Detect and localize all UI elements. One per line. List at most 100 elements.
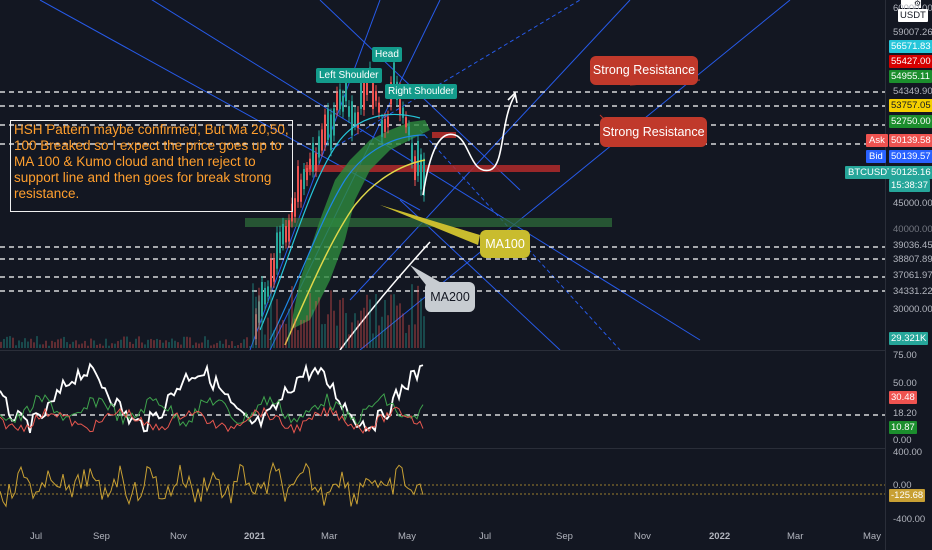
left-shoulder-label: Left Shoulder	[316, 68, 382, 83]
volume-bar	[153, 340, 155, 348]
price-label: 34331.22	[893, 286, 932, 297]
volume-bar	[354, 313, 356, 348]
candle-body	[405, 117, 407, 128]
price-label: 54349.90	[893, 86, 932, 97]
candle-body	[330, 114, 332, 151]
volume-bar	[177, 342, 179, 348]
ma100-line	[284, 159, 426, 346]
candle-body	[273, 259, 275, 282]
candle-body	[378, 102, 380, 113]
volume-bar	[366, 294, 368, 348]
price-tag-green-2: 52750.00	[889, 115, 932, 128]
annotation-box: HSH Pattern maybe confirmed, But Ma 20,5…	[10, 120, 293, 212]
price-axis[interactable]	[885, 0, 932, 550]
volume-bar	[333, 310, 335, 348]
volume-bar	[249, 345, 251, 348]
volume-bar	[393, 294, 395, 348]
price-tag-yellow: 53757.05	[889, 99, 932, 112]
volume-bar	[99, 343, 101, 348]
x-tick: May	[398, 531, 416, 542]
candle-body	[312, 143, 314, 172]
volume-bar	[90, 338, 92, 348]
price-label: 59007.26	[893, 27, 932, 38]
strong-resistance-callout-2: Strong Resistance	[600, 117, 707, 147]
volume-bar	[357, 320, 359, 348]
candle-body	[348, 106, 350, 117]
candle-body	[372, 75, 374, 109]
volume-bar	[303, 319, 305, 348]
price-label: 39036.45	[893, 240, 932, 251]
volume-bar	[327, 314, 329, 348]
x-tick: Mar	[321, 531, 338, 542]
price-tag-red: 55427.00	[889, 55, 932, 68]
candle-body	[315, 153, 317, 171]
volume-bar	[276, 299, 278, 348]
volume-bar	[42, 344, 44, 348]
candle-body	[282, 223, 284, 245]
rsi-label: 50.00	[893, 378, 917, 389]
volume-bar	[348, 334, 350, 348]
rsi-tag-green: 10.87	[889, 421, 917, 434]
volume-bar	[180, 344, 182, 348]
volume-bar	[279, 324, 281, 348]
rsi-red-line	[0, 406, 424, 434]
volume-bar	[372, 333, 374, 348]
volume-bar	[117, 341, 119, 348]
candle-body	[324, 114, 326, 145]
candle-body	[327, 108, 329, 140]
candle-body	[399, 88, 401, 116]
volume-bar	[150, 338, 152, 348]
volume-bar	[336, 325, 338, 348]
volume-bar	[135, 338, 137, 348]
candle-body	[318, 136, 320, 158]
volume-bar	[39, 344, 41, 348]
panel-separator-2	[0, 448, 885, 449]
volume-bar	[51, 340, 53, 348]
x-tick: Sep	[556, 531, 573, 542]
volume-bar	[420, 298, 422, 348]
volume-bar	[339, 299, 341, 348]
volume-bar	[285, 323, 287, 348]
bid-price: 50139.57	[889, 150, 932, 163]
volume-bar	[264, 334, 266, 348]
volume-bar	[294, 318, 296, 348]
volume-bar	[108, 345, 110, 348]
volume-bar	[102, 345, 104, 348]
volume-bar	[234, 345, 236, 348]
volume-bar	[375, 294, 377, 348]
volume-bar	[396, 305, 398, 348]
volume-bar	[192, 345, 194, 348]
candle-body	[351, 101, 353, 136]
volume-bar	[270, 285, 272, 348]
volume-bar	[126, 336, 128, 348]
volume-bar	[345, 313, 347, 348]
settings-icon[interactable]: ⚙	[901, 0, 921, 8]
volume-bar	[111, 343, 113, 348]
rsi-label: 18.20	[893, 408, 917, 419]
volume-bar	[9, 336, 11, 348]
volume-bar	[291, 286, 293, 348]
volume-bar	[198, 343, 200, 348]
volume-bar	[411, 284, 413, 348]
candle-body	[309, 158, 311, 170]
ask-zone	[432, 132, 456, 138]
volume-bar	[255, 296, 257, 348]
candle-body	[414, 156, 416, 181]
volume-bar	[189, 337, 191, 348]
ma100-pointer	[380, 205, 480, 245]
candle-body	[276, 232, 278, 269]
volume-bar	[105, 338, 107, 348]
volume-bar	[225, 339, 227, 348]
volume-bar	[48, 345, 50, 348]
ask-label: Ask	[866, 134, 888, 147]
volume-bar	[315, 301, 317, 348]
x-tick: 2021	[244, 531, 266, 542]
candle-body	[279, 231, 281, 254]
volume-bar	[87, 345, 89, 348]
price-label: 37061.97	[893, 270, 932, 281]
currency-badge[interactable]: USDT	[898, 9, 928, 22]
candle-body	[375, 91, 377, 101]
last-price: 50125.16	[889, 166, 932, 179]
candle-body	[294, 198, 296, 217]
